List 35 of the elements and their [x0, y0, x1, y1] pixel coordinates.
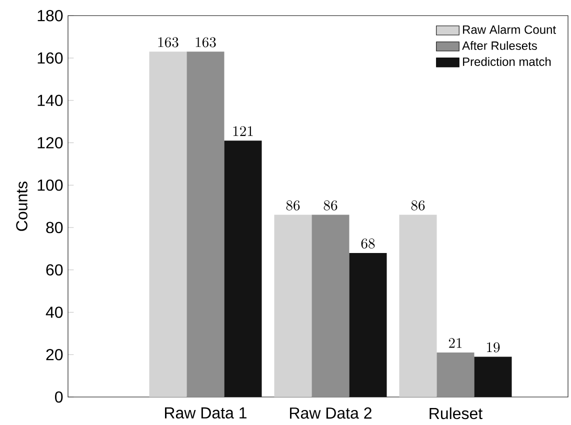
data-label: 68	[361, 238, 375, 249]
y-tick-label: 0	[55, 391, 63, 403]
data-label: 86	[324, 200, 338, 210]
legend-label: After Rulesets	[462, 41, 537, 50]
x-tick-label: Ruleset	[430, 407, 482, 420]
legend-label: Raw Alarm Count	[463, 25, 556, 34]
bar	[399, 214, 437, 398]
data-label: 86	[286, 200, 300, 210]
y-tick-label: 140	[38, 94, 63, 106]
y-tick-label: 120	[38, 137, 63, 148]
y-tick-label: 160	[38, 52, 63, 64]
bar	[274, 214, 312, 398]
bar	[149, 52, 187, 398]
bar	[436, 352, 474, 398]
bar	[186, 52, 224, 398]
bar	[474, 356, 512, 398]
data-label: 21	[448, 338, 462, 348]
bar	[312, 214, 350, 398]
x-tick-label: Raw Data 1	[165, 407, 246, 419]
data-label: 19	[487, 342, 500, 352]
bar	[349, 252, 387, 398]
y-tick-label: 80	[46, 222, 63, 234]
y-tick-label: 20	[46, 348, 63, 360]
data-label: 163	[196, 37, 216, 48]
legend-label: Prediction match	[463, 57, 551, 66]
data-label: 86	[411, 200, 425, 210]
y-tick-label: 40	[46, 306, 63, 318]
y-axis-title: Counts	[16, 182, 28, 231]
data-label: 121	[233, 126, 253, 136]
data-label: 163	[158, 37, 178, 48]
bar	[224, 140, 262, 398]
y-tick-label: 60	[46, 264, 63, 276]
y-tick-label: 180	[38, 10, 63, 22]
x-tick-label: Raw Data 2	[290, 407, 372, 419]
y-tick-label: 100	[38, 179, 63, 191]
